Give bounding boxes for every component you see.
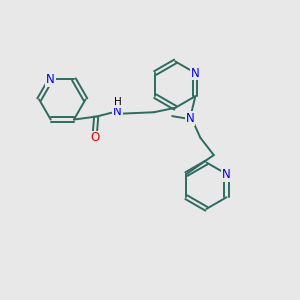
Text: N: N (113, 105, 122, 118)
Text: H: H (114, 97, 122, 107)
Text: N: N (222, 168, 231, 181)
Text: N: N (186, 112, 194, 125)
Text: O: O (90, 131, 99, 145)
Text: N: N (191, 67, 200, 80)
Text: N: N (46, 73, 55, 86)
